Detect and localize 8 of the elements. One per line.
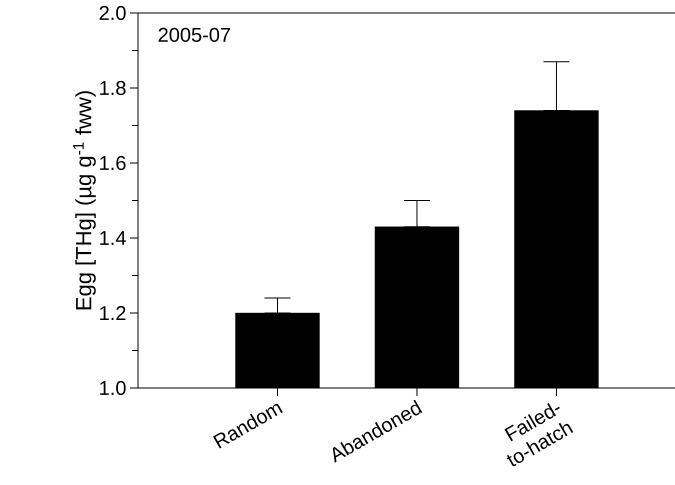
y-axis-title: Egg [THg] (µg g$^{-1}$ fww) <box>73 91 96 310</box>
y-tick-label: 1.0 <box>100 380 126 396</box>
y-tick-label: 1.4 <box>100 231 126 245</box>
y-tick-label: 1.2 <box>100 306 126 320</box>
annotation: 2005-07 <box>158 28 230 42</box>
y-tick-label: 1.6 <box>100 156 126 170</box>
y-tick-label: 1.8 <box>100 80 126 96</box>
y-tick-label: 2.0 <box>100 6 126 20</box>
